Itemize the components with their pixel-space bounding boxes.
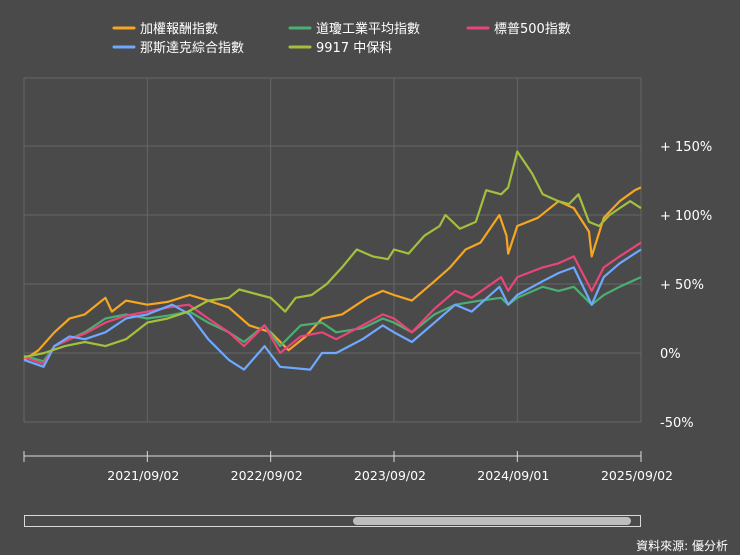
legend-item-4[interactable]: 那斯達克綜合指數 <box>112 41 244 56</box>
x-axis: 2021/09/02 2022/09/02 2023/09/02 2024/09/01… <box>23 451 673 483</box>
source-note: 資料來源: 優分析 <box>636 539 728 553</box>
legend-label: 標普500指數 <box>494 22 571 37</box>
y-axis-labels: + 150% + 100% + 50% 0% -50% <box>660 140 712 431</box>
y-tick-label: + 50% <box>660 278 704 293</box>
range-scrollbar[interactable] <box>24 515 641 527</box>
series-line-4 <box>23 248 642 371</box>
series-line-2 <box>23 276 642 363</box>
x-tick-label: 2022/09/02 <box>231 468 303 483</box>
legend-label: 加權報酬指數 <box>140 22 218 37</box>
x-tick-label: 2023/09/02 <box>354 468 426 483</box>
x-tick-label: 2025/09/02 <box>601 468 673 483</box>
legend-label: 道瓊工業平均指數 <box>316 21 420 37</box>
series-line-1 <box>23 186 642 361</box>
y-tick-label: -50% <box>660 416 694 431</box>
y-tick-label: 0% <box>660 347 681 362</box>
scrollbar-thumb[interactable] <box>353 517 631 525</box>
legend-item-3[interactable]: 標普500指數 <box>466 22 571 37</box>
x-tick-label: 2021/09/02 <box>107 468 179 483</box>
series-line-5 <box>23 150 642 359</box>
y-tick-label: + 150% <box>660 140 712 155</box>
legend-label: 9917 中保科 <box>316 41 392 56</box>
legend-item-1[interactable]: 加權報酬指數 <box>112 22 218 37</box>
legend-label: 那斯達克綜合指數 <box>140 41 244 56</box>
series-line-3 <box>23 241 642 366</box>
legend-item-5[interactable]: 9917 中保科 <box>288 41 392 56</box>
series-lines <box>23 150 642 371</box>
y-tick-label: + 100% <box>660 209 712 224</box>
legend-item-2[interactable]: 道瓊工業平均指數 <box>288 21 420 37</box>
x-tick-label: 2024/09/01 <box>477 468 549 483</box>
chart-grid <box>23 77 642 423</box>
